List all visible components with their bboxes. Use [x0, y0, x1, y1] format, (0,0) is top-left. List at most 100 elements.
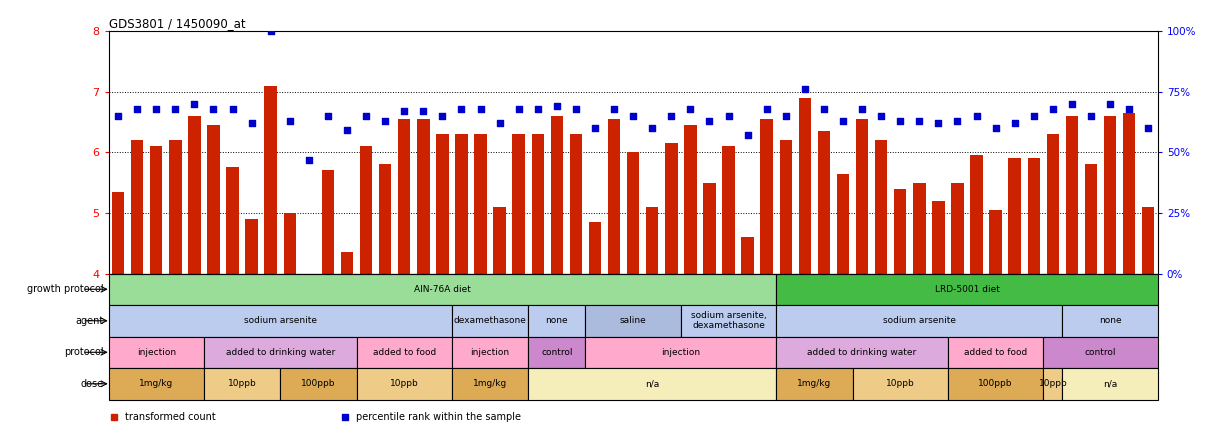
Bar — [452, 305, 528, 337]
Point — [987, 124, 1006, 131]
Point — [318, 112, 338, 119]
Bar — [528, 337, 585, 368]
Point — [699, 117, 719, 124]
Bar — [837, 174, 849, 444]
Text: added to drinking water: added to drinking water — [808, 348, 917, 357]
Bar — [1047, 134, 1059, 444]
Bar — [227, 167, 239, 444]
Bar — [452, 337, 528, 368]
Bar — [112, 192, 124, 444]
Bar — [703, 182, 715, 444]
Bar — [1142, 207, 1154, 444]
Text: injection: injection — [661, 348, 701, 357]
Bar — [169, 140, 182, 444]
Point — [147, 105, 166, 112]
Point — [1024, 112, 1043, 119]
Bar — [1008, 159, 1021, 444]
Point — [433, 112, 452, 119]
Bar — [777, 368, 853, 400]
Point — [128, 105, 147, 112]
Bar — [932, 201, 944, 444]
Bar — [777, 305, 1062, 337]
Point — [833, 117, 853, 124]
Point — [719, 112, 738, 119]
Point — [109, 112, 128, 119]
Bar — [777, 274, 1158, 305]
Bar — [1028, 159, 1040, 444]
Text: 1mg/kg: 1mg/kg — [797, 379, 831, 388]
Bar — [948, 337, 1043, 368]
Text: none: none — [545, 316, 568, 325]
Text: 10ppb: 10ppb — [1038, 379, 1067, 388]
Bar — [894, 189, 907, 444]
Bar — [589, 222, 602, 444]
Point — [1138, 124, 1158, 131]
Bar — [303, 313, 315, 444]
Text: AIN-76A diet: AIN-76A diet — [414, 285, 470, 294]
Point — [414, 107, 433, 115]
Bar — [1103, 116, 1117, 444]
Bar — [681, 305, 777, 337]
Bar — [585, 337, 777, 368]
Text: 10ppb: 10ppb — [228, 379, 257, 388]
Text: 1mg/kg: 1mg/kg — [473, 379, 508, 388]
Text: saline: saline — [620, 316, 646, 325]
Text: n/a: n/a — [1103, 379, 1117, 388]
Point — [394, 107, 414, 115]
Point — [1100, 100, 1119, 107]
Point — [338, 127, 357, 134]
Bar — [109, 337, 204, 368]
Point — [738, 132, 757, 139]
Point — [1082, 112, 1101, 119]
Bar — [948, 368, 1043, 400]
Bar — [1066, 116, 1078, 444]
Text: control: control — [541, 348, 573, 357]
Bar — [551, 116, 563, 444]
Bar — [532, 134, 544, 444]
Point — [1062, 100, 1082, 107]
Point — [299, 156, 318, 163]
Point — [909, 117, 929, 124]
Point — [567, 105, 586, 112]
Point — [375, 117, 394, 124]
Bar — [818, 131, 830, 444]
Point — [470, 105, 490, 112]
Text: 100ppb: 100ppb — [302, 379, 335, 388]
Point — [585, 124, 604, 131]
Text: sodium arsenite,
dexamethasone: sodium arsenite, dexamethasone — [691, 311, 766, 330]
Point — [548, 103, 567, 110]
Text: 1mg/kg: 1mg/kg — [139, 379, 174, 388]
Point — [1043, 105, 1062, 112]
Bar — [493, 207, 505, 444]
Text: injection: injection — [470, 348, 510, 357]
Bar — [913, 182, 925, 444]
Bar — [109, 274, 777, 305]
Bar — [779, 140, 792, 444]
Text: agent: agent — [75, 316, 104, 326]
Bar — [204, 337, 357, 368]
Bar — [398, 119, 410, 444]
Point — [967, 112, 987, 119]
Bar — [245, 219, 258, 444]
Bar — [874, 140, 888, 444]
Point — [204, 105, 223, 112]
Bar — [684, 125, 697, 444]
Text: dexamethasone: dexamethasone — [453, 316, 527, 325]
Text: added to food: added to food — [373, 348, 435, 357]
Text: dose: dose — [80, 379, 104, 389]
Point — [795, 86, 814, 93]
Text: 10ppb: 10ppb — [886, 379, 914, 388]
Bar — [188, 116, 200, 444]
Bar — [513, 134, 525, 444]
Bar — [109, 368, 204, 400]
Point — [280, 117, 299, 124]
Point — [1005, 119, 1024, 127]
Bar — [1062, 305, 1158, 337]
Text: transformed count: transformed count — [125, 412, 216, 422]
Bar — [1043, 368, 1062, 400]
Bar — [417, 119, 429, 444]
Text: added to drinking water: added to drinking water — [226, 348, 335, 357]
Bar — [646, 207, 658, 444]
Point — [929, 119, 948, 127]
Text: 10ppb: 10ppb — [390, 379, 418, 388]
